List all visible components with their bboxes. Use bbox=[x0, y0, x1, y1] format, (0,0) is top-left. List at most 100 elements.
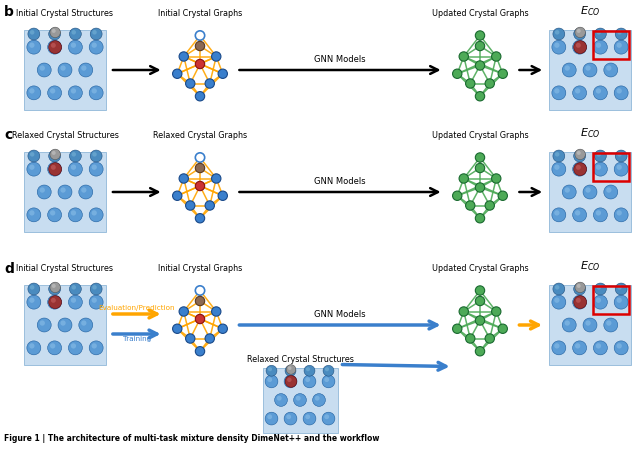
Circle shape bbox=[212, 174, 221, 183]
Circle shape bbox=[576, 165, 581, 170]
Circle shape bbox=[27, 295, 41, 309]
Circle shape bbox=[47, 162, 61, 176]
Circle shape bbox=[476, 347, 484, 356]
Circle shape bbox=[92, 43, 97, 48]
Circle shape bbox=[68, 208, 83, 222]
Text: GNN Models: GNN Models bbox=[314, 177, 366, 186]
Circle shape bbox=[265, 375, 278, 388]
Circle shape bbox=[71, 164, 76, 170]
Text: Updated Crystal Graphs: Updated Crystal Graphs bbox=[432, 264, 528, 273]
Circle shape bbox=[92, 164, 97, 170]
Text: Initial Crystal Structures: Initial Crystal Structures bbox=[17, 264, 113, 273]
Circle shape bbox=[29, 343, 35, 348]
Circle shape bbox=[573, 150, 586, 162]
Circle shape bbox=[50, 282, 60, 293]
Circle shape bbox=[575, 343, 580, 348]
Circle shape bbox=[30, 285, 35, 290]
Circle shape bbox=[595, 150, 606, 162]
Circle shape bbox=[50, 210, 55, 216]
Circle shape bbox=[72, 285, 76, 290]
Circle shape bbox=[72, 30, 76, 35]
Circle shape bbox=[68, 162, 83, 176]
Circle shape bbox=[90, 150, 102, 162]
Text: Updated Crystal Graphs: Updated Crystal Graphs bbox=[432, 9, 528, 18]
Circle shape bbox=[37, 185, 51, 199]
Circle shape bbox=[552, 86, 566, 100]
Circle shape bbox=[617, 30, 621, 35]
Circle shape bbox=[606, 321, 611, 326]
Circle shape bbox=[583, 185, 597, 199]
Circle shape bbox=[306, 367, 310, 371]
Circle shape bbox=[476, 41, 484, 51]
Circle shape bbox=[476, 92, 484, 101]
Circle shape bbox=[195, 314, 205, 324]
Circle shape bbox=[49, 28, 61, 40]
Circle shape bbox=[465, 201, 475, 210]
Circle shape bbox=[29, 164, 35, 170]
Circle shape bbox=[276, 396, 282, 401]
Circle shape bbox=[50, 88, 55, 93]
Circle shape bbox=[593, 295, 607, 309]
Text: Relaxed Crystal Structures: Relaxed Crystal Structures bbox=[12, 131, 118, 140]
Circle shape bbox=[37, 318, 51, 332]
Circle shape bbox=[552, 208, 566, 222]
Circle shape bbox=[173, 191, 182, 200]
Circle shape bbox=[30, 30, 35, 35]
Circle shape bbox=[37, 63, 51, 77]
Circle shape bbox=[51, 43, 56, 48]
Circle shape bbox=[68, 341, 83, 355]
Circle shape bbox=[476, 31, 484, 40]
Circle shape bbox=[595, 28, 606, 40]
Circle shape bbox=[575, 43, 580, 48]
Circle shape bbox=[179, 307, 188, 316]
Text: Relaxed Crystal Structures: Relaxed Crystal Structures bbox=[246, 356, 353, 365]
Circle shape bbox=[476, 183, 484, 192]
Circle shape bbox=[265, 412, 278, 425]
Circle shape bbox=[58, 185, 72, 199]
Text: GNN Models: GNN Models bbox=[314, 310, 366, 319]
Circle shape bbox=[452, 324, 462, 334]
Circle shape bbox=[553, 150, 564, 162]
Circle shape bbox=[51, 30, 55, 35]
Circle shape bbox=[305, 377, 310, 382]
Circle shape bbox=[52, 29, 56, 33]
Circle shape bbox=[492, 307, 501, 316]
Circle shape bbox=[30, 152, 35, 157]
Circle shape bbox=[596, 298, 601, 303]
Circle shape bbox=[595, 283, 606, 295]
Circle shape bbox=[51, 152, 55, 157]
Text: Initial Crystal Structures: Initial Crystal Structures bbox=[17, 9, 113, 18]
Circle shape bbox=[60, 321, 66, 326]
Circle shape bbox=[573, 86, 587, 100]
FancyBboxPatch shape bbox=[549, 152, 631, 232]
Circle shape bbox=[195, 296, 205, 306]
Circle shape bbox=[564, 187, 570, 193]
Circle shape bbox=[90, 283, 102, 295]
Text: $\mathit{E}_{CO}$: $\mathit{E}_{CO}$ bbox=[580, 126, 600, 140]
Circle shape bbox=[563, 185, 576, 199]
Circle shape bbox=[554, 164, 559, 170]
Circle shape bbox=[476, 214, 484, 223]
Circle shape bbox=[573, 162, 587, 176]
Circle shape bbox=[614, 295, 628, 309]
Circle shape bbox=[205, 79, 214, 88]
Circle shape bbox=[573, 40, 587, 54]
Circle shape bbox=[89, 86, 103, 100]
Circle shape bbox=[47, 86, 61, 100]
Circle shape bbox=[195, 92, 205, 101]
Circle shape bbox=[287, 367, 291, 371]
Circle shape bbox=[563, 63, 576, 77]
Circle shape bbox=[92, 210, 97, 216]
Circle shape bbox=[92, 343, 97, 348]
Circle shape bbox=[615, 28, 627, 40]
Circle shape bbox=[89, 208, 103, 222]
Circle shape bbox=[476, 153, 484, 162]
Circle shape bbox=[573, 28, 586, 40]
Circle shape bbox=[476, 296, 484, 306]
Circle shape bbox=[28, 283, 40, 295]
Bar bbox=[593, 286, 629, 314]
Circle shape bbox=[573, 41, 587, 53]
Circle shape bbox=[614, 208, 628, 222]
Circle shape bbox=[92, 88, 97, 93]
Circle shape bbox=[29, 298, 35, 303]
